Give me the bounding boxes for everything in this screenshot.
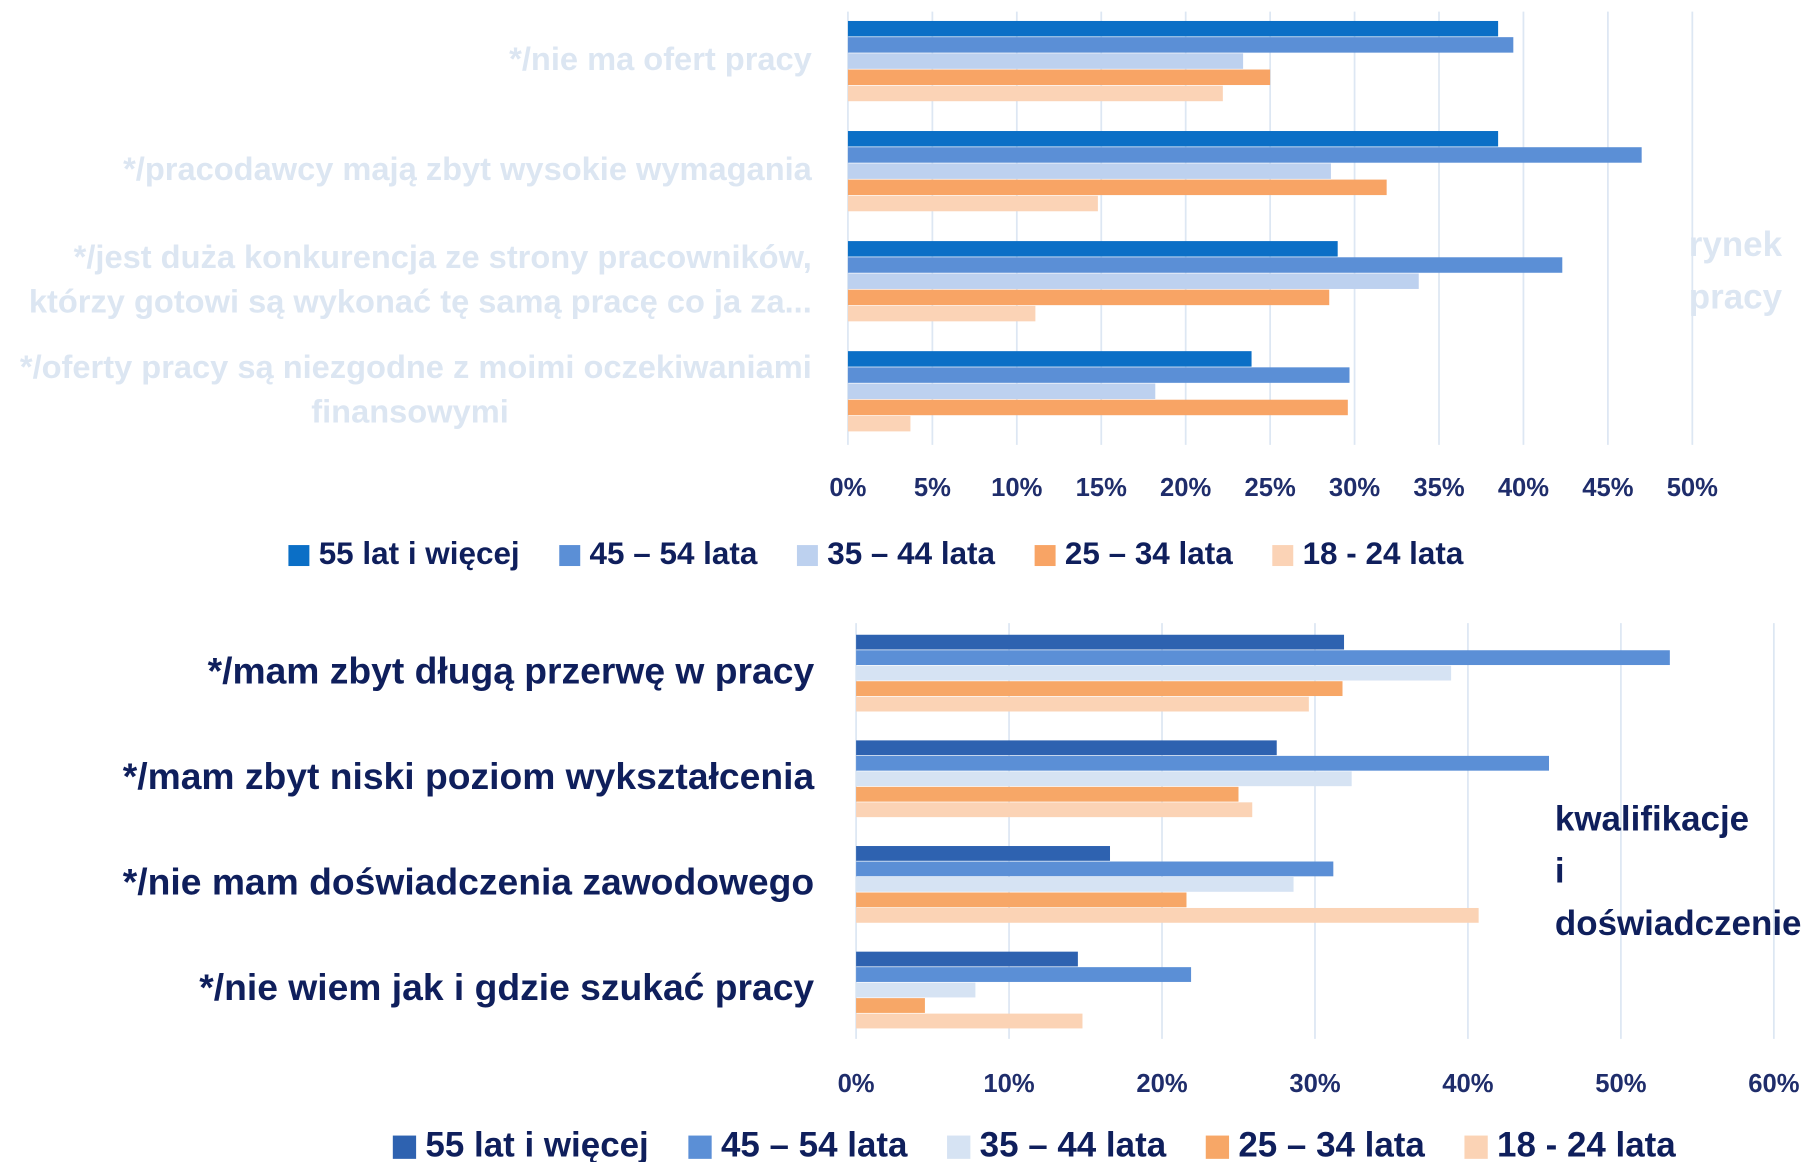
bar	[847, 53, 1244, 69]
bar	[856, 998, 925, 1013]
legend-label: 18 - 24 lata	[1303, 536, 1464, 571]
x-tick-label: 10%	[991, 474, 1042, 502]
legend-label: 55 lat i więcej	[319, 536, 520, 571]
x-tick-label: 20%	[1160, 474, 1211, 502]
legend-swatch	[1205, 1135, 1230, 1159]
bar	[856, 650, 1670, 666]
legend-label: 35 – 44 lata	[980, 1125, 1167, 1162]
x-tick-label: 45%	[1582, 474, 1633, 502]
legend-swatch	[947, 1135, 971, 1159]
legend-label: 18 - 24 lata	[1497, 1125, 1676, 1162]
category-label: */pracodawcy mają zbyt wysokie wymagania	[123, 150, 813, 187]
x-tick-label: 10%	[983, 1070, 1034, 1098]
bar	[847, 399, 1348, 416]
legend-swatch	[288, 545, 310, 567]
bar	[847, 257, 1563, 273]
bar	[847, 69, 1271, 86]
x-tick-label: 40%	[1498, 474, 1549, 502]
x-tick-label: 25%	[1245, 474, 1296, 502]
bar	[856, 982, 976, 998]
bar	[847, 147, 1642, 163]
category-label: */nie ma ofert pracy	[509, 40, 812, 77]
bar	[856, 846, 1111, 861]
side-label: i	[1555, 852, 1565, 891]
legend-swatch	[1034, 545, 1056, 567]
bar	[847, 383, 1156, 400]
bar	[847, 163, 1331, 179]
bar	[847, 289, 1330, 306]
category-label: finansowymi	[311, 392, 509, 429]
bar	[856, 861, 1334, 877]
x-tick-label: 30%	[1289, 1070, 1340, 1098]
legend-label: 45 – 54 lata	[721, 1125, 908, 1162]
category-label: */mam zbyt niski poziom wykształcenia	[123, 755, 815, 797]
bar	[856, 755, 1550, 771]
x-tick-label: 50%	[1595, 1070, 1646, 1098]
bar	[847, 179, 1387, 196]
x-tick-label: 0%	[829, 474, 866, 502]
side-label: rynek	[1689, 225, 1783, 264]
bar	[856, 696, 1309, 712]
bar	[856, 967, 1192, 982]
bar	[856, 907, 1479, 923]
category-label: którzy gotowi są wykonać tę samą pracę c…	[29, 282, 812, 319]
x-tick-label: 50%	[1667, 474, 1718, 502]
x-tick-label: 20%	[1136, 1070, 1187, 1098]
x-tick-label: 5%	[914, 474, 951, 502]
bar	[856, 1013, 1083, 1029]
side-label: doświadczenie	[1555, 904, 1802, 943]
bar	[847, 241, 1338, 257]
bar	[847, 131, 1499, 147]
bar	[847, 305, 1036, 322]
bar	[847, 85, 1223, 102]
bar	[856, 877, 1294, 892]
bar	[856, 665, 1452, 681]
bar	[847, 351, 1252, 367]
bar	[856, 740, 1277, 756]
legend-swatch	[688, 1135, 712, 1159]
legend-swatch	[392, 1135, 417, 1159]
legend-swatch	[1464, 1135, 1488, 1159]
bar	[847, 20, 1499, 37]
category-label: */nie mam doświadczenia zawodowego	[123, 861, 814, 903]
category-label: */mam zbyt długą przerwę w pracy	[208, 649, 815, 691]
x-tick-label: 35%	[1413, 474, 1464, 502]
side-label: pracy	[1689, 278, 1783, 317]
bar	[847, 273, 1419, 289]
bar	[847, 415, 911, 432]
x-tick-label: 0%	[838, 1070, 875, 1098]
category-label: */oferty pracy są niezgodne z moimi ocze…	[20, 348, 812, 385]
legend-label: 55 lat i więcej	[425, 1125, 648, 1162]
legend: 55 lat i więcej 45 – 54 lata 35 – 44 lata 2…	[392, 1125, 1676, 1162]
legend-label: 45 – 54 lata	[590, 536, 758, 571]
bar	[856, 771, 1352, 787]
bar	[856, 634, 1345, 650]
bar	[847, 367, 1350, 383]
legend-swatch	[1272, 545, 1294, 567]
bar	[856, 802, 1253, 818]
bar	[856, 892, 1187, 908]
bar	[856, 951, 1078, 967]
bar	[847, 37, 1514, 53]
legend-label: 25 – 34 lata	[1065, 536, 1233, 571]
category-label: */jest duża konkurencja ze strony pracow…	[74, 238, 812, 275]
legend-label: 35 – 44 lata	[827, 536, 995, 571]
legend: 55 lat i więcej 45 – 54 lata 35 – 44 lata 2…	[288, 536, 1464, 571]
x-tick-label: 15%	[1076, 474, 1127, 502]
legend-swatch	[796, 545, 818, 567]
category-label: */nie wiem jak i gdzie szukać pracy	[199, 966, 814, 1008]
bar	[856, 786, 1239, 802]
x-tick-label: 60%	[1748, 1070, 1799, 1098]
x-tick-label: 40%	[1442, 1070, 1493, 1098]
bar	[856, 681, 1343, 697]
legend-label: 25 – 34 lata	[1238, 1125, 1425, 1162]
bar	[847, 195, 1098, 212]
x-tick-label: 30%	[1329, 474, 1380, 502]
legend-swatch	[559, 545, 581, 567]
side-label: kwalifikacje	[1555, 799, 1749, 838]
